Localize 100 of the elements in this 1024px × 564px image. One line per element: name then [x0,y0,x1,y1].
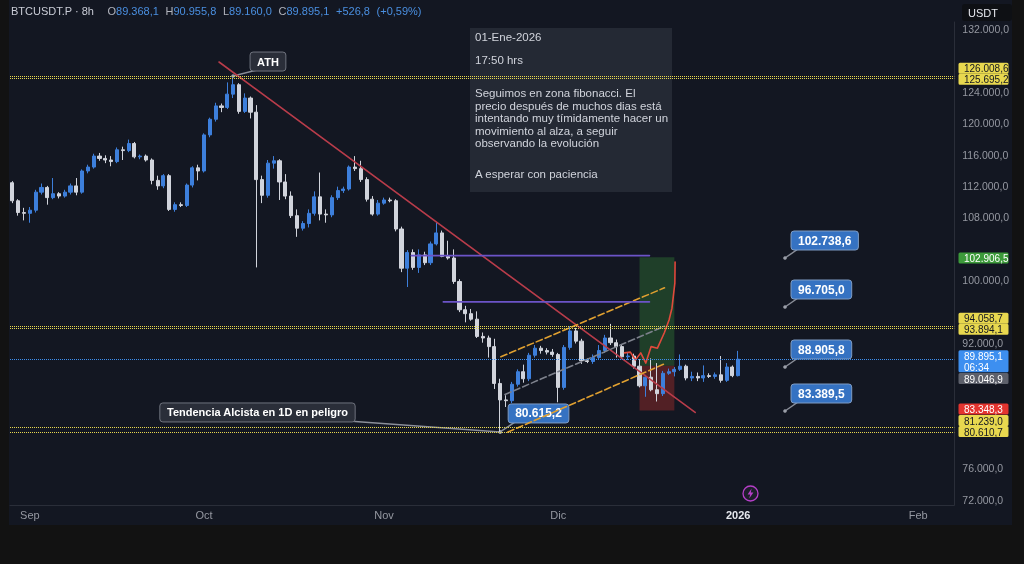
candlestick [45,185,49,206]
candlestick [719,355,723,384]
candlestick [132,141,136,159]
candlestick [620,343,624,360]
candlestick [127,139,131,153]
y-tick-label: 108.000,0 [962,211,1010,224]
chart-title: BTCUSDT.P · 8h [11,5,94,17]
ref-line-label: 89.895,1 06:34 [964,350,1004,373]
candlestick [330,194,334,218]
candlestick [359,160,363,183]
candlestick [144,154,148,163]
candlestick [539,345,543,355]
candlestick [295,208,299,238]
candlestick [22,207,26,221]
candlestick [150,157,154,185]
candlestick [266,159,270,199]
candlestick [597,344,601,360]
candlestick [382,197,386,206]
candlestick [74,177,78,196]
candlestick [173,201,177,213]
ref-line-label: 125.695,2 [964,74,1009,86]
y-tick-label: 116.000,0 [962,148,1009,161]
candlestick [301,220,305,232]
candlestick [684,364,688,381]
candlestick [208,117,212,138]
x-tick-label: Nov [374,508,395,521]
annotation: 102.738,6 [798,233,852,248]
candlestick [696,371,700,382]
candlestick [562,344,566,391]
annotation: A esperar con paciencia [475,168,599,181]
candlestick [655,362,659,402]
candlestick [510,381,514,404]
candlestick [417,248,421,274]
candlestick [225,81,229,110]
annotation: Seguimos en zona fibonacci. El precio después de muchos dias está intentando muy tímidamente hacer un movimiento al alza, a seguir observando la evolución [475,87,669,150]
ref-line-label: 81.239,0 [964,415,1004,427]
y-tick-label: 92.000,0 [962,336,1004,349]
candlestick [661,370,665,397]
candlestick [115,146,119,164]
candlestick [649,357,653,392]
candlestick [51,177,55,200]
candlestick [498,378,502,433]
text: O89.368,1 H90.955,8 L89.160,0 C89.895,1 +526,8 (+0,59%) [107,5,422,17]
y-tick-label: 72.000,0 [962,493,1004,506]
candlestick [556,352,560,403]
y-tick-label: 120.000,0 [962,117,1010,130]
candlestick [568,325,572,351]
candlestick [86,164,90,174]
candlestick [690,371,694,382]
candlestick [324,208,328,224]
candlestick [28,206,32,224]
x-tick-label: Feb [908,508,928,521]
candlestick [347,164,351,192]
candlestick [626,352,630,361]
ref-line-label: 94.058,7 [964,313,1004,325]
candlestick [156,175,160,191]
candlestick [243,92,247,114]
y-tick-label: 76.000,0 [962,462,1004,475]
candlestick [521,364,525,384]
x-tick-label: 2026 [725,508,751,521]
y-tick-label: 112.000,0 [962,179,1009,192]
y-tick-label: 132.000,0 [962,23,1010,36]
candlestick [405,249,409,288]
candlestick [16,198,20,217]
annotation: 80.615,2 [515,406,563,421]
candlestick [272,155,276,170]
candlestick [504,394,508,408]
candlestick [376,199,380,217]
candlestick [121,146,125,161]
annotation: 01-Ene-2026 [475,31,542,44]
annotation: Tendencia Alcista en 1D en peligro [167,406,349,419]
candlestick [388,197,392,203]
candlestick [643,374,647,398]
candlestick [80,168,84,195]
candlestick [260,175,264,204]
candlestick [92,153,96,170]
candlestick [10,180,14,204]
candlestick [481,332,485,344]
candlestick [237,82,241,115]
text: 102.906,5 [964,253,1009,264]
candlestick [713,371,717,380]
y-tick-label: 100.000,0 [962,273,1010,286]
text: 83.348,3 [964,404,1004,415]
candlestick [533,344,537,359]
candlestick [736,350,740,377]
annotation: 83.389,5 [798,386,846,401]
candlestick [516,368,520,388]
candlestick [701,364,705,383]
candlestick [179,201,183,208]
candlestick [730,364,734,378]
candlestick [138,154,142,160]
candlestick [289,190,293,219]
annotation: 17:50 hrs [475,54,524,67]
x-tick-label: Dic [550,508,567,521]
candlestick [469,308,473,322]
candlestick [57,191,61,199]
candlestick [202,132,206,174]
candlestick [109,155,113,167]
ref-line-label: 80.610,7 [964,426,1004,438]
ref-line-label: 93.894,1 [964,324,1004,336]
